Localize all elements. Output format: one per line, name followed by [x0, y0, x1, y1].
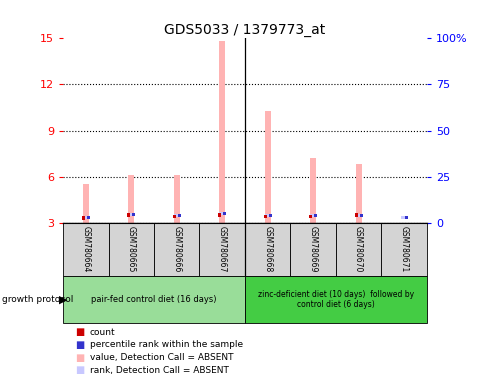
Bar	[81, 217, 85, 220]
Text: GSM780666: GSM780666	[172, 227, 181, 273]
Bar	[199, 223, 244, 276]
Text: ▶: ▶	[59, 295, 68, 305]
Bar	[172, 215, 175, 218]
Bar	[83, 216, 89, 219]
Text: percentile rank within the sample: percentile rank within the sample	[90, 340, 242, 349]
Bar	[219, 212, 225, 215]
Text: zinc-deficient diet (10 days)  followed by
control diet (6 days): zinc-deficient diet (10 days) followed b…	[257, 290, 413, 309]
Bar	[173, 214, 179, 217]
Bar	[264, 214, 270, 217]
Text: GSM780664: GSM780664	[81, 227, 90, 273]
Bar	[354, 214, 357, 217]
Bar	[310, 214, 316, 217]
Bar	[128, 213, 134, 216]
Bar	[380, 223, 426, 276]
Text: GSM780670: GSM780670	[353, 227, 363, 273]
Bar	[400, 216, 406, 219]
Bar	[87, 216, 90, 219]
Bar	[218, 214, 221, 217]
Text: ■: ■	[75, 365, 84, 375]
Title: GDS5033 / 1379773_at: GDS5033 / 1379773_at	[164, 23, 325, 37]
Bar	[264, 111, 270, 223]
Text: value, Detection Call = ABSENT: value, Detection Call = ABSENT	[90, 353, 233, 362]
Bar	[355, 214, 361, 217]
Bar	[223, 212, 226, 215]
Bar	[268, 214, 271, 217]
Bar	[63, 276, 244, 323]
Text: GSM780667: GSM780667	[217, 227, 226, 273]
Bar	[404, 216, 408, 219]
Text: ■: ■	[75, 327, 84, 337]
Bar	[310, 158, 316, 223]
Bar	[290, 223, 335, 276]
Bar	[128, 175, 134, 223]
Bar	[308, 215, 312, 218]
Bar	[335, 223, 380, 276]
Text: GSM780671: GSM780671	[399, 227, 408, 273]
Text: ■: ■	[75, 340, 84, 350]
Bar	[263, 215, 266, 218]
Text: growth protocol: growth protocol	[2, 295, 74, 304]
Bar	[108, 223, 153, 276]
Bar	[244, 276, 426, 323]
Bar	[355, 164, 361, 223]
Bar	[153, 223, 199, 276]
Bar	[177, 214, 181, 217]
Bar	[63, 223, 108, 276]
Text: count: count	[90, 328, 115, 337]
Bar	[244, 223, 290, 276]
Bar	[127, 214, 130, 217]
Text: ■: ■	[75, 353, 84, 362]
Text: pair-fed control diet (16 days): pair-fed control diet (16 days)	[91, 295, 216, 304]
Text: GSM780668: GSM780668	[263, 227, 272, 273]
Bar	[132, 213, 135, 216]
Bar	[359, 214, 362, 217]
Bar	[83, 184, 89, 223]
Bar	[219, 41, 225, 223]
Text: rank, Detection Call = ABSENT: rank, Detection Call = ABSENT	[90, 366, 228, 375]
Bar	[313, 214, 317, 217]
Text: GSM780665: GSM780665	[126, 227, 136, 273]
Text: GSM780669: GSM780669	[308, 227, 317, 273]
Bar	[173, 175, 179, 223]
